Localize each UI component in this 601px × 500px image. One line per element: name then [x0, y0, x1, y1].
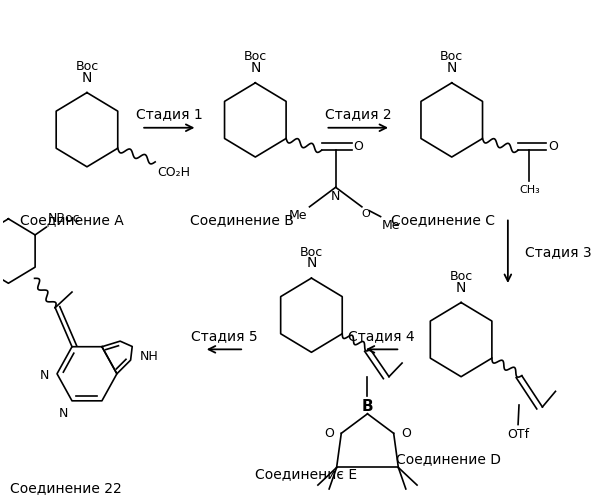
Text: Me: Me	[382, 218, 400, 232]
Text: NH: NH	[139, 350, 159, 364]
Text: Соединение D: Соединение D	[395, 452, 501, 466]
Text: Boc: Boc	[300, 246, 323, 258]
Text: Boc: Boc	[75, 60, 99, 73]
Text: Boc: Boc	[243, 50, 267, 64]
Text: Соединение C: Соединение C	[391, 212, 495, 226]
Text: Me: Me	[289, 209, 308, 222]
Text: Стадия 4: Стадия 4	[349, 328, 415, 342]
Text: N: N	[331, 190, 340, 203]
Text: Соединениє E: Соединениє E	[255, 468, 358, 481]
Text: N: N	[456, 280, 466, 294]
Text: OTf: OTf	[507, 428, 529, 442]
Text: N: N	[250, 61, 260, 75]
Text: N: N	[82, 71, 92, 85]
Text: O: O	[401, 427, 411, 440]
Text: NBoc: NBoc	[48, 212, 81, 225]
Text: N: N	[447, 61, 457, 75]
Text: CH₃: CH₃	[519, 186, 540, 196]
Text: O: O	[362, 209, 371, 219]
Text: O: O	[548, 140, 558, 153]
Text: N: N	[307, 256, 317, 270]
Text: Соединение B: Соединение B	[190, 212, 294, 226]
Text: Соединение 22: Соединение 22	[10, 481, 122, 495]
Text: B: B	[362, 399, 373, 414]
Text: Boc: Boc	[450, 270, 473, 283]
Text: Boc: Boc	[440, 50, 463, 64]
Text: N: N	[59, 406, 69, 420]
Text: N: N	[40, 369, 49, 382]
Text: O: O	[353, 140, 364, 153]
Text: Стадия 2: Стадия 2	[325, 107, 391, 121]
Text: O: O	[324, 427, 334, 440]
Text: Стадия 3: Стадия 3	[525, 244, 591, 258]
Text: Стадия 5: Стадия 5	[191, 328, 257, 342]
Text: Соединение A: Соединение A	[20, 212, 123, 226]
Text: CO₂H: CO₂H	[157, 166, 190, 179]
Text: Стадия 1: Стадия 1	[136, 107, 203, 121]
